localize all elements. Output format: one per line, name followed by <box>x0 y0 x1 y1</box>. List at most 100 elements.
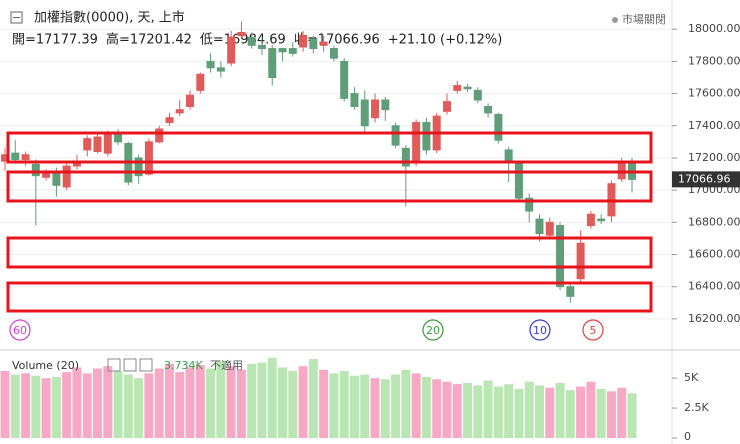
candle-body <box>350 93 359 107</box>
volume-bar <box>565 390 575 438</box>
eye-icon[interactable] <box>107 358 121 372</box>
volume-bar <box>514 388 524 438</box>
volume-bar <box>288 370 298 438</box>
y-tick-label: 17200.00 <box>688 151 740 164</box>
annotation-box <box>6 170 653 203</box>
candle-body <box>103 133 112 154</box>
candle-body <box>586 213 595 227</box>
candle-body <box>31 163 40 177</box>
candle-body <box>566 286 575 297</box>
volume-bar <box>175 372 185 438</box>
volume-bar <box>576 386 586 438</box>
candle-body <box>545 221 554 236</box>
volume-bar <box>411 373 421 438</box>
annotation-boxes <box>6 131 653 313</box>
y-tick-label: 17600.00 <box>688 87 740 100</box>
volume-bar <box>123 374 133 438</box>
candle-body <box>216 67 225 72</box>
volume-bar <box>534 385 544 438</box>
ma-marker <box>582 319 604 341</box>
volume-bar <box>339 370 349 438</box>
candle-body <box>247 36 256 46</box>
ohlc-value: +21.10 (+0.12%) <box>388 33 503 48</box>
volume-bar <box>154 368 164 438</box>
volume-bar <box>432 379 442 438</box>
y-tick-label: 18200.00 <box>688 0 740 3</box>
ohlc-row: 開=17177.39 高=17201.42 低=16984.69 收=17066.96… <box>12 32 502 48</box>
candle-body <box>535 218 544 235</box>
candle-body <box>278 48 287 53</box>
candle-body <box>11 152 20 161</box>
volume-bar <box>51 376 61 438</box>
candle-body <box>114 133 123 143</box>
candle-body <box>576 242 585 280</box>
ma-marker <box>9 319 31 341</box>
candle-body <box>237 31 246 37</box>
volume-bar <box>617 387 627 438</box>
candle-body <box>52 173 61 186</box>
candle-body <box>463 86 472 90</box>
candle-body <box>93 136 102 153</box>
volume-tick-label: 5K <box>684 371 699 384</box>
candle-body <box>391 125 400 146</box>
volume-title: Volume (20) <box>12 359 79 372</box>
annotation-box <box>6 281 653 313</box>
annotation-box <box>6 131 653 164</box>
volume-bar <box>93 368 103 438</box>
volume-bar <box>308 358 318 438</box>
ma-label: 20 <box>426 324 440 337</box>
volume-bar <box>257 362 267 438</box>
y-tick-label: 16800.00 <box>688 215 740 228</box>
volume-bar <box>103 366 113 438</box>
candle-body <box>597 218 606 222</box>
last-price-tag <box>672 171 740 188</box>
volume-bar <box>278 367 288 438</box>
close-icon[interactable] <box>139 358 153 372</box>
volume-bar <box>596 388 606 438</box>
volume-bar <box>298 366 308 438</box>
candle-body <box>83 138 92 151</box>
volume-bar <box>391 374 401 438</box>
volume-bar <box>349 375 359 438</box>
volume-na: 不適用 <box>210 358 243 372</box>
y-tick-label: 16200.00 <box>688 312 740 325</box>
volume-bar <box>319 369 329 438</box>
candle-body <box>62 165 71 188</box>
candle-body <box>299 35 308 48</box>
chart-title[interactable]: 加權指數(0000), 天, 上市 <box>34 10 185 26</box>
volume-bar <box>401 369 411 438</box>
candle-body <box>371 99 380 119</box>
candle-body <box>144 141 153 175</box>
candle-body <box>196 73 205 91</box>
volume-bar <box>504 384 514 438</box>
candle-body <box>227 36 236 64</box>
volume-bar <box>555 382 565 438</box>
status-dot <box>612 17 618 23</box>
volume-bar <box>41 378 51 438</box>
volume-bar <box>236 369 246 438</box>
candle-body <box>484 105 493 114</box>
volume-bar <box>31 375 41 438</box>
candle-body <box>268 48 277 78</box>
market-status: 市場關閉 <box>622 12 666 26</box>
volume-bar <box>82 373 92 438</box>
candle-body <box>525 197 534 212</box>
volume-bar <box>134 378 144 438</box>
volume-bar <box>144 373 154 438</box>
candle-body <box>412 122 421 164</box>
candle-body <box>453 85 462 91</box>
volume-tick-label: 2.5K <box>684 401 709 414</box>
volume-bar <box>493 386 503 438</box>
volume-bar <box>267 357 277 438</box>
volume-bar <box>0 370 10 438</box>
settings-icon[interactable] <box>123 358 137 372</box>
y-tick-label: 17800.00 <box>688 54 740 67</box>
candle-body <box>165 117 174 124</box>
candle-body <box>175 109 184 114</box>
volume-pane <box>0 357 637 438</box>
ma-marker <box>422 319 444 341</box>
candle-body <box>21 154 30 161</box>
volume-bar <box>21 373 31 438</box>
collapse-icon[interactable] <box>10 11 23 24</box>
volume-bar <box>247 363 257 438</box>
